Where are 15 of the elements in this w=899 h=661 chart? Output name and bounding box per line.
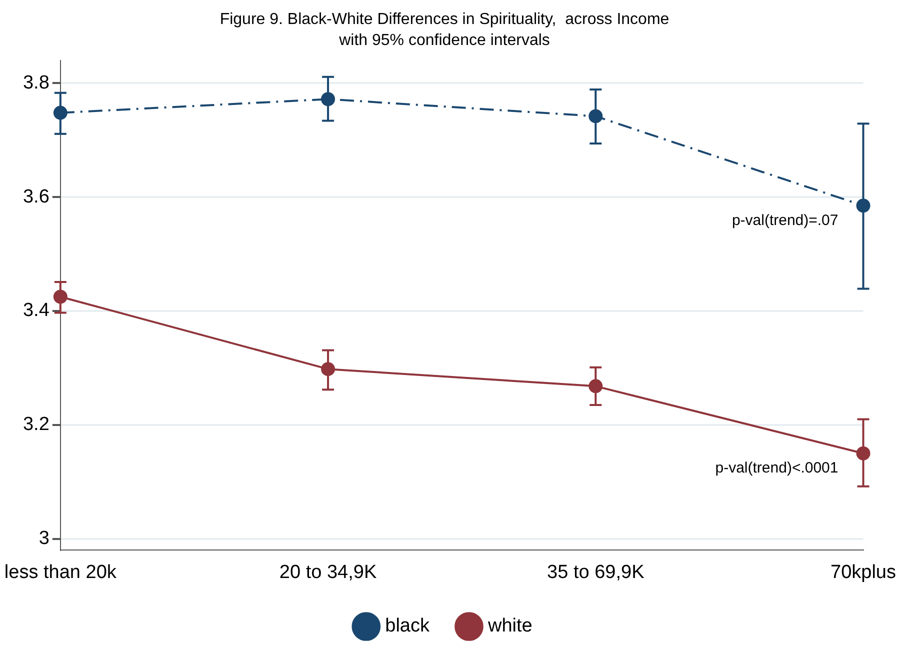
chart-title: Figure 9. Black-White Differences in Spirituality, across Income bbox=[220, 11, 670, 28]
y-tick-label: 3 bbox=[38, 528, 50, 550]
y-tick-label: 3.2 bbox=[22, 414, 50, 436]
x-tick-label: 20 to 34,9K bbox=[279, 562, 377, 583]
legend-label: white bbox=[487, 616, 532, 637]
y-tick-label: 3.4 bbox=[22, 300, 50, 322]
annotation: p-val(trend)=.07 bbox=[732, 212, 838, 229]
chart-subtitle: with 95% confidence intervals bbox=[338, 32, 550, 50]
annotation: p-val(trend)<.0001 bbox=[715, 460, 838, 477]
legend-label: black bbox=[385, 616, 430, 637]
y-tick-label: 3.6 bbox=[22, 186, 50, 208]
x-tick-label: less than 20k bbox=[4, 562, 117, 583]
x-tick-label: 70kplus bbox=[830, 562, 896, 583]
y-tick-label: 3.8 bbox=[22, 72, 50, 94]
x-tick-label: 35 to 69,9K bbox=[547, 562, 645, 583]
